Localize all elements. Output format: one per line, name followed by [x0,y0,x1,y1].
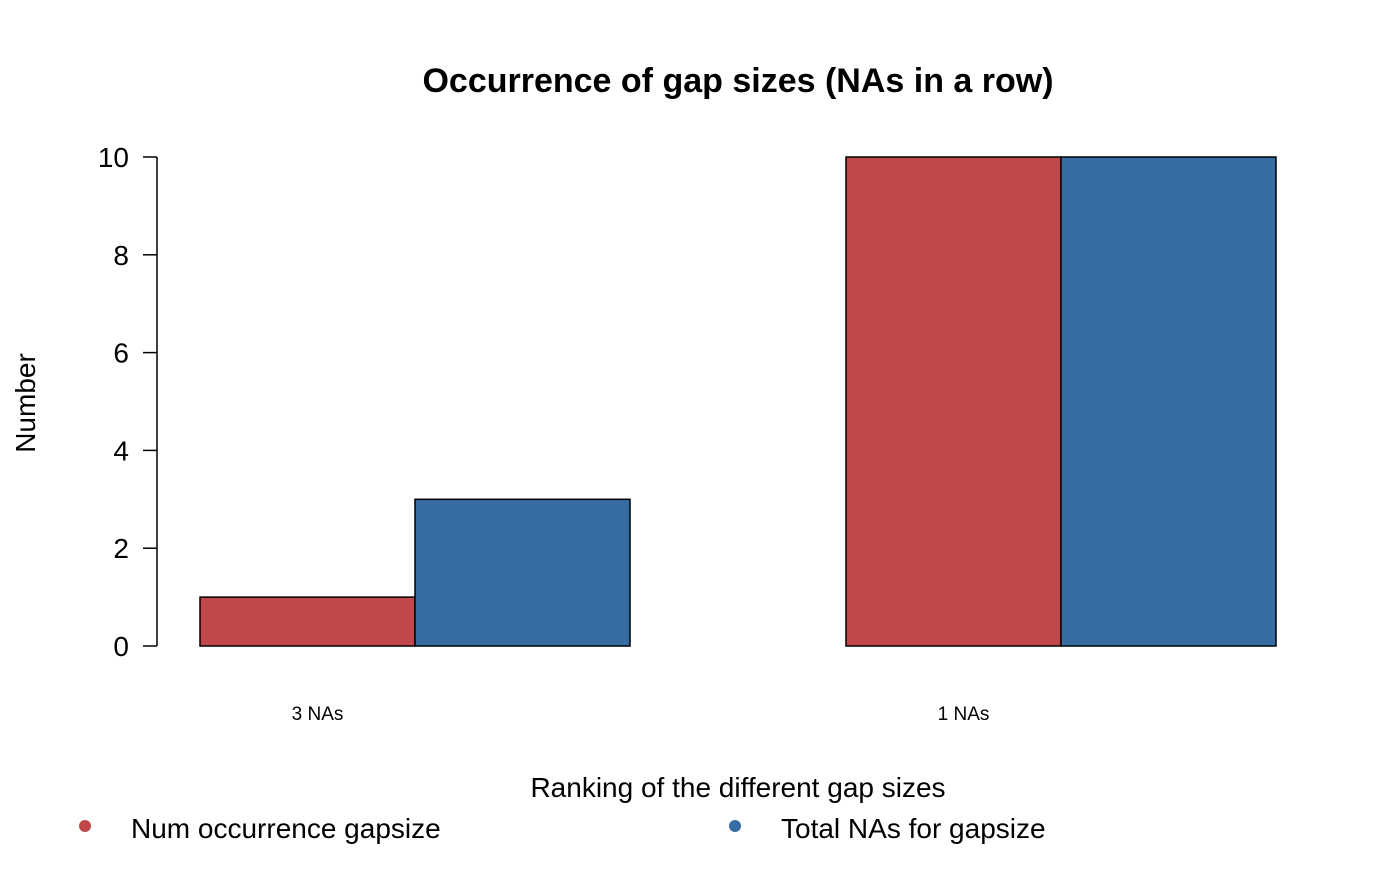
legend: Num occurrence gapsize Total NAs for gaps… [79,813,1046,844]
legend-label: Total NAs for gapsize [781,813,1046,844]
category-labels: 3 NAs 1 NAs [292,704,990,725]
y-axis: 0 2 4 6 8 10 [98,142,158,662]
legend-label: Num occurrence gapsize [131,813,441,844]
y-tick-label: 8 [113,240,129,271]
y-tick-label: 6 [113,338,129,369]
y-tick-label: 4 [113,435,129,466]
bar-total-nas [414,498,631,647]
category-label: 1 NAs [938,704,990,725]
bar-occurrence [845,156,1062,647]
chart-title: Occurrence of gap sizes (NAs in a row) [422,62,1053,100]
y-tick-label: 0 [113,631,129,662]
bars [199,156,1277,647]
legend-marker [729,820,741,832]
bar-occurrence [199,596,416,647]
y-axis-title: Number [10,353,41,453]
x-axis-title: Ranking of the different gap sizes [530,772,945,803]
y-tick-label: 2 [113,533,129,564]
legend-marker [79,820,91,832]
y-tick-label: 10 [98,142,129,173]
bar-total-nas [1060,156,1277,647]
category-label: 3 NAs [292,704,344,725]
